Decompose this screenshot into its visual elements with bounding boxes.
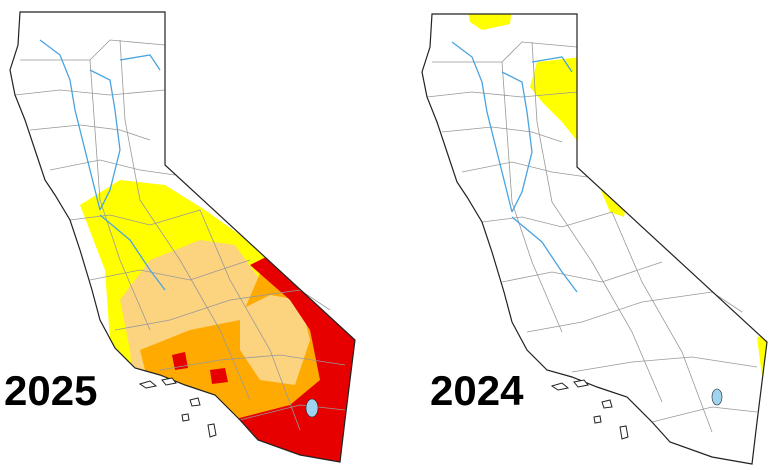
map-2025: 2025 bbox=[4, 11, 356, 463]
year-label: 2025 bbox=[4, 367, 97, 414]
drought-areas bbox=[80, 180, 355, 462]
year-label: 2024 bbox=[430, 367, 524, 414]
